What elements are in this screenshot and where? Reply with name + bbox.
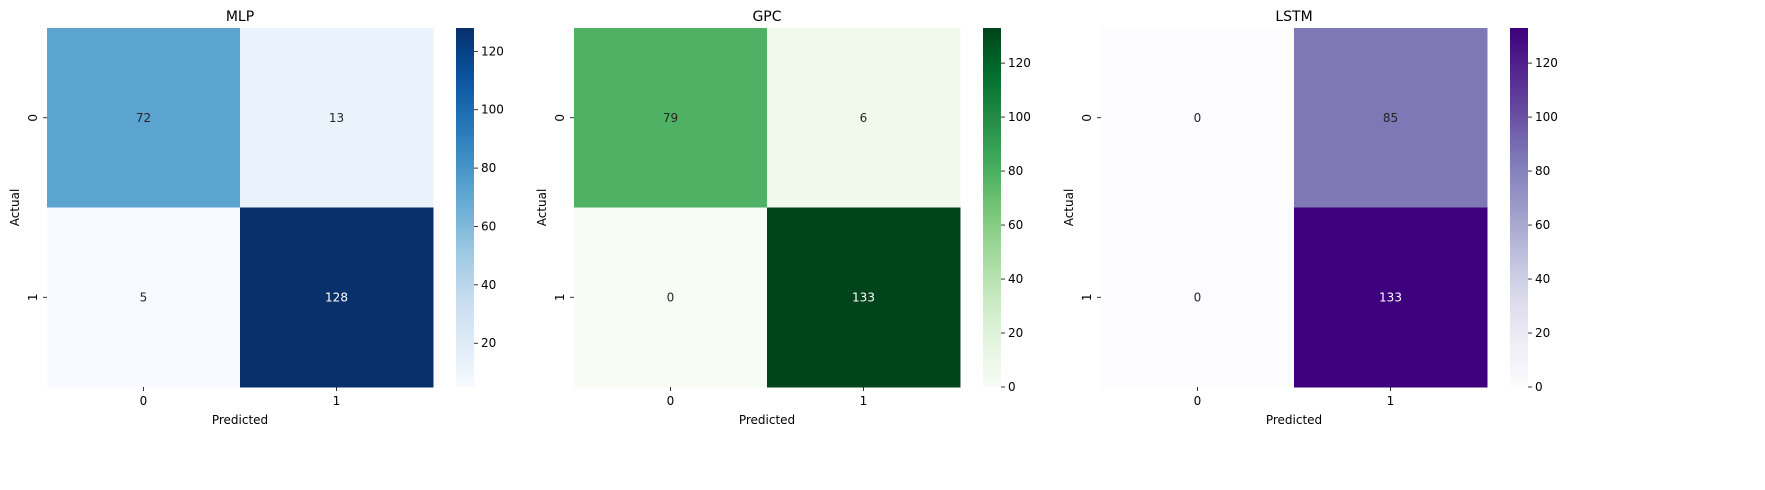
cell-value-label: 79 xyxy=(663,111,678,125)
colorbar-tick-label: 120 xyxy=(1008,56,1031,70)
colorbar xyxy=(456,28,474,387)
y-tick-label: 1 xyxy=(1080,293,1094,301)
colorbar-tick-label: 0 xyxy=(1535,380,1543,394)
colorbar-tick-label: 60 xyxy=(1008,218,1023,232)
y-axis-label: Actual xyxy=(1062,189,1076,227)
cell-value-label: 72 xyxy=(136,111,151,125)
colorbar-tick-label: 40 xyxy=(1008,272,1023,286)
cell-value-label: 5 xyxy=(140,290,148,304)
cell-value-label: 0 xyxy=(1194,290,1202,304)
y-axis-label: Actual xyxy=(8,189,22,227)
heatmap-panel-mlp: 72 13 5 128 MLP 0 1 Predicted 0 1 Actual 20 40 60 80 10… xyxy=(8,9,504,427)
cell-value-label: 6 xyxy=(860,111,868,125)
colorbar-tick-label: 20 xyxy=(1535,326,1550,340)
heatmap-cell-1-0 xyxy=(47,207,241,388)
colorbar-tick-label: 100 xyxy=(1008,110,1031,124)
heatmap-cell-0-0 xyxy=(574,28,768,208)
y-tick-label: 0 xyxy=(553,114,567,122)
colorbar-tick-label: 80 xyxy=(1008,164,1023,178)
y-tick-label: 0 xyxy=(1080,114,1094,122)
x-tick-label: 0 xyxy=(140,394,148,408)
x-axis-label: Predicted xyxy=(1266,413,1322,427)
y-tick-label: 1 xyxy=(553,293,567,301)
colorbar-tick-label: 40 xyxy=(1535,272,1550,286)
colorbar-tick-label: 120 xyxy=(1535,56,1558,70)
cell-value-label: 0 xyxy=(667,290,675,304)
colorbar-tick-label: 80 xyxy=(481,161,496,175)
heatmap-cell-0-1 xyxy=(767,28,961,208)
heatmap-cell-1-0 xyxy=(1101,207,1295,388)
cell-value-label: 133 xyxy=(1379,290,1402,304)
x-tick-label: 0 xyxy=(1194,394,1202,408)
colorbar-tick-label: 60 xyxy=(1535,218,1550,232)
cell-value-label: 85 xyxy=(1383,111,1398,125)
cell-value-label: 128 xyxy=(325,290,348,304)
x-axis-label: Predicted xyxy=(212,413,268,427)
y-tick-label: 1 xyxy=(26,293,40,301)
heatmap-cell-0-0 xyxy=(1101,28,1295,208)
colorbar-tick-label: 0 xyxy=(1008,380,1016,394)
y-tick-label: 0 xyxy=(26,114,40,122)
heatmap-cell-1-1 xyxy=(1294,207,1488,388)
cell-value-label: 133 xyxy=(852,290,875,304)
x-tick-label: 1 xyxy=(1387,394,1395,408)
colorbar-tick-label: 20 xyxy=(1008,326,1023,340)
heatmap-cell-1-0 xyxy=(574,207,768,388)
x-tick-label: 1 xyxy=(860,394,868,408)
cell-value-label: 0 xyxy=(1194,111,1202,125)
heatmap-cell-1-1 xyxy=(767,207,961,388)
chart-title: GPC xyxy=(752,9,781,25)
colorbar xyxy=(1510,28,1528,387)
y-axis-label: Actual xyxy=(535,189,549,227)
x-axis-label: Predicted xyxy=(739,413,795,427)
cell-value-label: 13 xyxy=(329,111,344,125)
x-tick-label: 1 xyxy=(333,394,341,408)
colorbar xyxy=(983,28,1001,387)
chart-title: MLP xyxy=(226,9,254,25)
x-tick-label: 0 xyxy=(667,394,675,408)
heatmap-cell-0-1 xyxy=(1294,28,1488,208)
heatmap-cell-1-1 xyxy=(240,207,434,388)
colorbar-tick-label: 100 xyxy=(481,103,504,117)
heatmap-panel-lstm: 0 85 0 133 LSTM 0 1 Predicted 0 1 Actual 0 20 40 60 80 1… xyxy=(1062,9,1558,427)
colorbar-tick-label: 40 xyxy=(481,278,496,292)
colorbar-tick-label: 120 xyxy=(481,44,504,58)
colorbar-tick-label: 20 xyxy=(481,336,496,350)
colorbar-tick-label: 60 xyxy=(481,219,496,233)
chart-title: LSTM xyxy=(1275,9,1312,25)
colorbar-tick-label: 100 xyxy=(1535,110,1558,124)
colorbar-tick-label: 80 xyxy=(1535,164,1550,178)
heatmap-cell-0-1 xyxy=(240,28,434,208)
heatmap-cell-0-0 xyxy=(47,28,241,208)
